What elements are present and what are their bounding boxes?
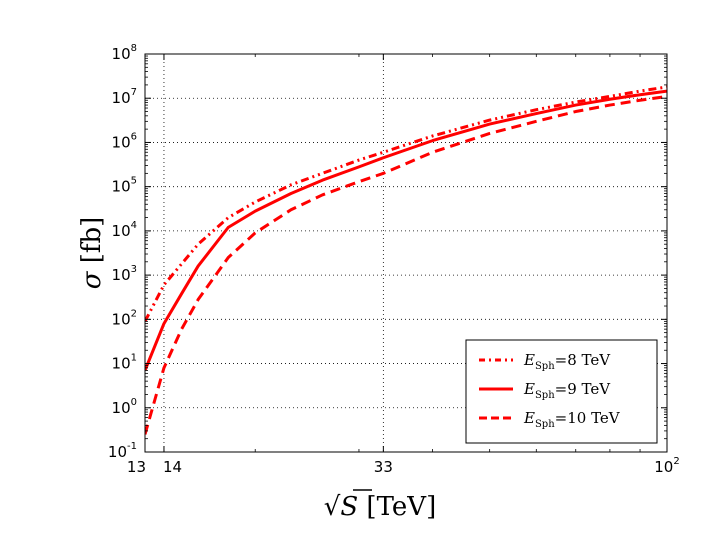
y-tick-label: 10-1 [108,441,137,461]
x-tick-base: 10 [654,458,673,476]
y-tick-label: 106 [112,131,137,151]
y-tick-base: 10 [112,133,131,151]
y-tick-base: 10 [112,266,131,284]
legend-rest: =9 TeV [555,380,612,398]
x-tick-label: 14 [163,458,182,476]
series-line-3 [145,94,667,435]
y-tick-exponent: 2 [131,308,137,319]
y-tick-exponent: 0 [131,397,137,408]
y-tick-label: 105 [112,176,137,196]
y-tick-base: 10 [112,89,131,107]
x-tick-label: 33 [374,458,393,476]
y-tick-base: 10 [112,399,131,417]
y-tick-exponent: 7 [131,87,137,98]
y-tick-label: 108 [112,43,137,63]
y-tick-label: 101 [112,353,137,373]
legend-label-1: ESph=8 TeV [523,351,611,372]
y-tick-exponent: 1 [131,353,137,364]
x-tick-label: 102 [654,456,679,476]
y-axis-label-unit: [fb] [77,217,107,272]
x-axis-label: √S [TeV] [324,492,436,522]
y-tick-exponent: 4 [131,220,137,231]
x-tick-base: 13 [127,458,146,476]
legend-var: E [523,351,535,369]
y-axis-label-main: σ [77,270,107,289]
y-axis-label: σ [fb] [77,217,107,290]
legend-sub: Sph [535,390,555,401]
series-lines [145,85,667,435]
y-tick-base: 10 [112,178,131,196]
x-tick-base: 33 [374,458,393,476]
y-tick-label: 104 [112,220,137,240]
series-line-1 [145,85,667,323]
x-axis-label-unit: [TeV] [358,492,436,522]
x-tick-label: 13 [127,458,146,476]
y-tick-label: 103 [112,264,137,284]
legend-var: E [523,409,535,427]
y-tick-label: 100 [112,397,137,417]
y-tick-base: 10 [112,222,131,240]
y-tick-exponent: 8 [131,43,137,54]
legend-box [465,339,658,444]
axis-ticks [144,53,668,453]
y-tick-exponent: -1 [127,441,137,452]
legend-rest: =10 TeV [555,409,621,427]
series-line-2 [145,89,667,371]
legend-var: E [523,380,535,398]
legend-sub: Sph [535,361,555,372]
legend-sub: Sph [535,419,555,430]
y-tick-base: 10 [112,45,131,63]
x-tick-base: 14 [163,458,182,476]
x-axis-label-main: √S [324,492,358,522]
y-tick-label: 102 [112,308,137,328]
y-tick-exponent: 3 [131,264,137,275]
y-tick-base: 10 [112,310,131,328]
y-tick-exponent: 5 [131,176,137,187]
legend-label-3: ESph=10 TeV [523,409,621,430]
y-tick-base: 10 [112,355,131,373]
legend-label-2: ESph=9 TeV [523,380,611,401]
y-tick-label: 107 [112,87,137,107]
y-tick-exponent: 6 [131,131,137,142]
y-tick-base: 10 [108,443,127,461]
x-tick-exponent: 2 [673,456,679,467]
legend-rest: =8 TeV [555,351,612,369]
plot-frame [144,53,668,453]
